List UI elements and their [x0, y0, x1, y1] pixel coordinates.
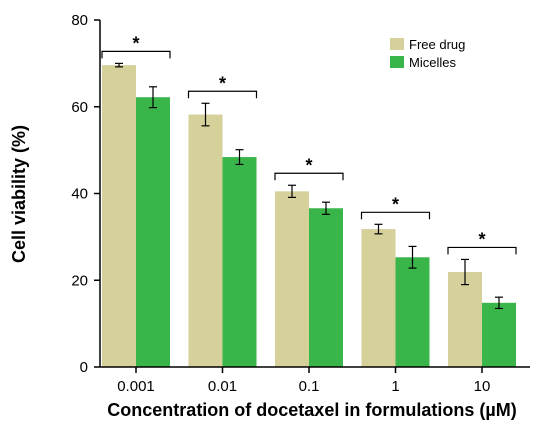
x-tick-label: 0.01 — [208, 378, 237, 395]
x-tick-label: 1 — [391, 378, 399, 395]
y-tick-label: 40 — [71, 186, 88, 203]
significance-bracket: * — [101, 33, 171, 59]
bar-free-drug — [448, 272, 482, 367]
error-bar — [288, 184, 296, 199]
y-tick-label: 0 — [80, 359, 88, 376]
y-tick-marks — [94, 19, 483, 373]
y-tick-label: 80 — [71, 12, 88, 29]
x-tick-labels: 0.001 0.01 0.1 1 10 — [117, 378, 490, 395]
bars — [102, 65, 516, 368]
bar-free-drug — [102, 65, 136, 368]
bar-micelles — [395, 257, 430, 367]
bar-free-drug — [188, 114, 223, 368]
error-bar — [322, 201, 330, 215]
error-bar — [149, 86, 157, 109]
significance-star: * — [305, 155, 312, 175]
error-bar — [201, 102, 210, 127]
significance-brackets: * * * * * — [101, 33, 517, 255]
bar-free-drug — [361, 229, 396, 367]
significance-bracket: * — [187, 73, 258, 99]
significance-star: * — [132, 33, 139, 53]
error-bar — [374, 223, 383, 235]
bar-free-drug — [275, 191, 309, 367]
significance-bracket: * — [447, 229, 517, 255]
legend-swatch — [390, 38, 404, 50]
significance-bracket: * — [274, 155, 344, 181]
error-bar — [408, 245, 417, 269]
legend-label: Free drug — [409, 37, 465, 52]
x-tick-label: 0.1 — [299, 378, 320, 395]
bar-micelles — [136, 97, 170, 368]
bar-micelles — [482, 302, 516, 367]
x-axis-title: Concentration of docetaxel in formulatio… — [107, 400, 516, 420]
error-bar — [461, 258, 469, 286]
error-bar — [495, 296, 503, 310]
error-bars — [115, 62, 503, 310]
significance-star: * — [219, 73, 226, 93]
bar-micelles — [309, 208, 343, 367]
legend-label: Micelles — [409, 55, 456, 70]
y-tick-label: 20 — [71, 272, 88, 289]
bar-micelles — [222, 157, 257, 367]
error-bar — [235, 149, 244, 166]
error-bar — [115, 62, 123, 68]
x-tick-label: 0.001 — [117, 378, 155, 395]
significance-bracket: * — [360, 194, 431, 220]
significance-star: * — [392, 194, 399, 214]
x-tick-label: 10 — [474, 378, 491, 395]
y-axis-title: Cell viability (%) — [9, 125, 29, 263]
y-tick-labels: 0 20 40 60 80 — [71, 12, 88, 376]
significance-star: * — [478, 229, 485, 249]
legend: Free drug Micelles — [390, 37, 465, 70]
y-tick-label: 60 — [71, 99, 88, 116]
legend-swatch — [390, 56, 404, 68]
